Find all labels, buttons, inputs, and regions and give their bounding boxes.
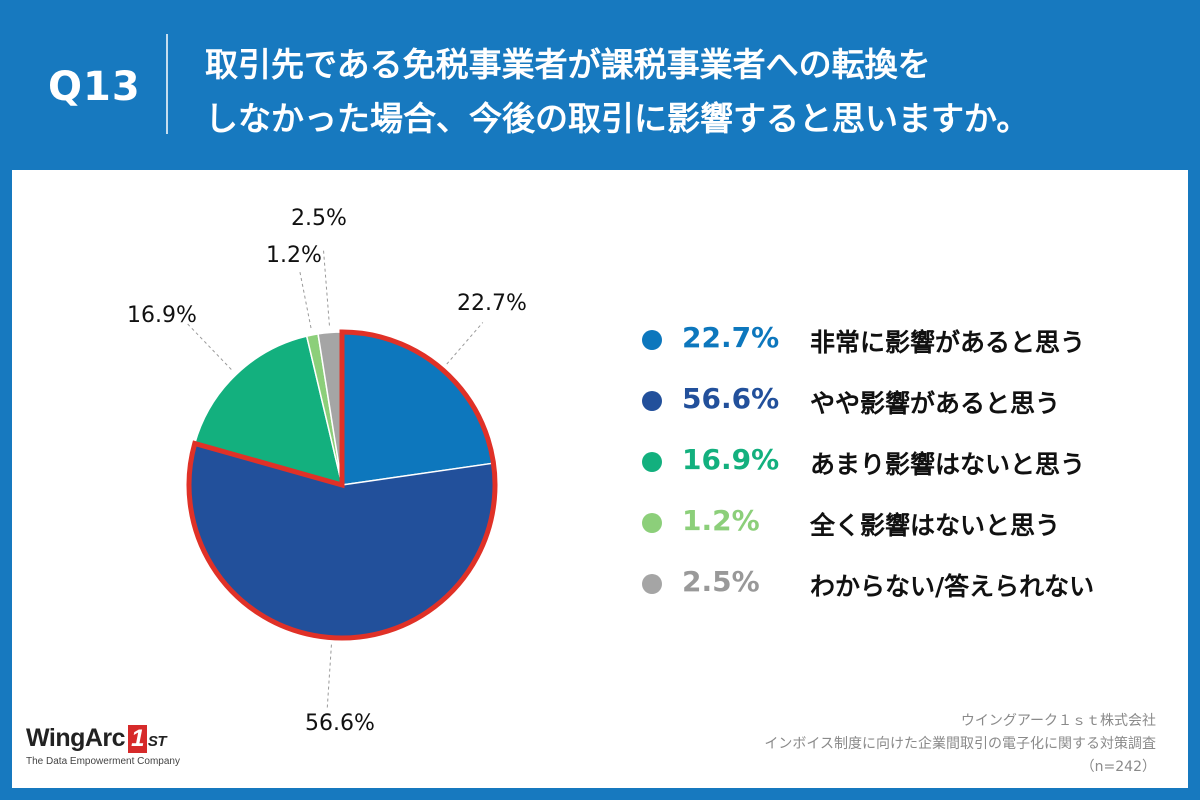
question-number: Q13 — [48, 64, 141, 110]
leader-line-not-at-all — [299, 271, 312, 329]
source-survey: インボイス制度に向けた企業間取引の電子化に関する対策調査 — [764, 736, 1156, 752]
chart-panel: 22.7% 56.6% 16.9% 1.2% 2.5% 22.7% 非常に影響があると思う… — [12, 170, 1188, 788]
pie-slice-not-much — [193, 335, 344, 487]
data-label-not-at-all: 1.2% — [266, 243, 322, 268]
legend-item-unknown: 2.5% わからない/答えられない — [642, 564, 1162, 604]
source-note: ウイングアーク１ｓｔ株式会社 インボイス制度に向けた企業間取引の電子化に関する対… — [764, 710, 1156, 779]
legend-item-somewhat: 56.6% やや影響があると思う — [642, 381, 1162, 421]
logo-text: WingArc — [26, 724, 126, 752]
logo-suffix: ST — [147, 733, 167, 750]
legend-percent-unknown: 2.5% — [682, 565, 760, 598]
pie-slice-very-much — [341, 331, 495, 486]
leader-line-somewhat — [326, 644, 332, 710]
legend-label-very-much: 非常に影響があると思う — [810, 328, 1086, 357]
legend-percent-not-much: 16.9% — [682, 443, 780, 476]
logo-tagline: The Data Empowerment Company — [26, 756, 180, 767]
question-text: 取引先である免税事業者が課税事業者への転換を しなかった場合、今後の取引に影響す… — [205, 38, 1165, 146]
legend-label-somewhat: やや影響があると思う — [810, 389, 1061, 418]
header: Q13 取引先である免税事業者が課税事業者への転換を しなかった場合、今後の取引… — [0, 0, 1200, 165]
leader-line-unknown — [323, 250, 330, 326]
question-line-2: しなかった場合、今後の取引に影響すると思いますか。 — [205, 99, 1030, 138]
question-line-1: 取引先である免税事業者が課税事業者への転換を — [205, 45, 931, 84]
legend-label-unknown: わからない/答えられない — [810, 572, 1095, 601]
legend-item-very-much: 22.7% 非常に影響があると思う — [642, 320, 1162, 360]
leader-line-very-much — [446, 322, 484, 365]
highlight-outline — [186, 329, 498, 641]
pie-chart: 22.7% 56.6% 16.9% 1.2% 2.5% — [127, 206, 527, 736]
legend-label-not-much: あまり影響はないと思う — [810, 450, 1086, 479]
legend-dot-somewhat — [642, 391, 662, 411]
wingarc-logo: WingArc 1 ST The Data Empowerment Company — [26, 724, 180, 767]
legend-item-not-at-all: 1.2% 全く影響はないと思う — [642, 503, 1162, 543]
legend-percent-somewhat: 56.6% — [682, 382, 780, 415]
legend-dot-very-much — [642, 330, 662, 350]
data-label-very-much: 22.7% — [457, 291, 527, 316]
leader-line-not-much — [185, 322, 232, 370]
legend-percent-not-at-all: 1.2% — [682, 504, 760, 537]
legend-dot-not-much — [642, 452, 662, 472]
legend-percent-very-much: 22.7% — [682, 321, 780, 354]
legend-label-not-at-all: 全く影響はないと思う — [810, 511, 1061, 540]
legend-dot-not-at-all — [642, 513, 662, 533]
data-label-unknown: 2.5% — [291, 206, 347, 231]
header-divider — [166, 34, 168, 134]
source-company: ウイングアーク１ｓｔ株式会社 — [960, 713, 1156, 729]
sample-size: （n=242） — [1080, 759, 1156, 775]
legend-dot-unknown — [642, 574, 662, 594]
legend-item-not-much: 16.9% あまり影響はないと思う — [642, 442, 1162, 482]
logo-mark: 1 — [128, 725, 147, 753]
data-label-not-much: 16.9% — [127, 303, 197, 328]
data-label-somewhat: 56.6% — [305, 711, 375, 736]
